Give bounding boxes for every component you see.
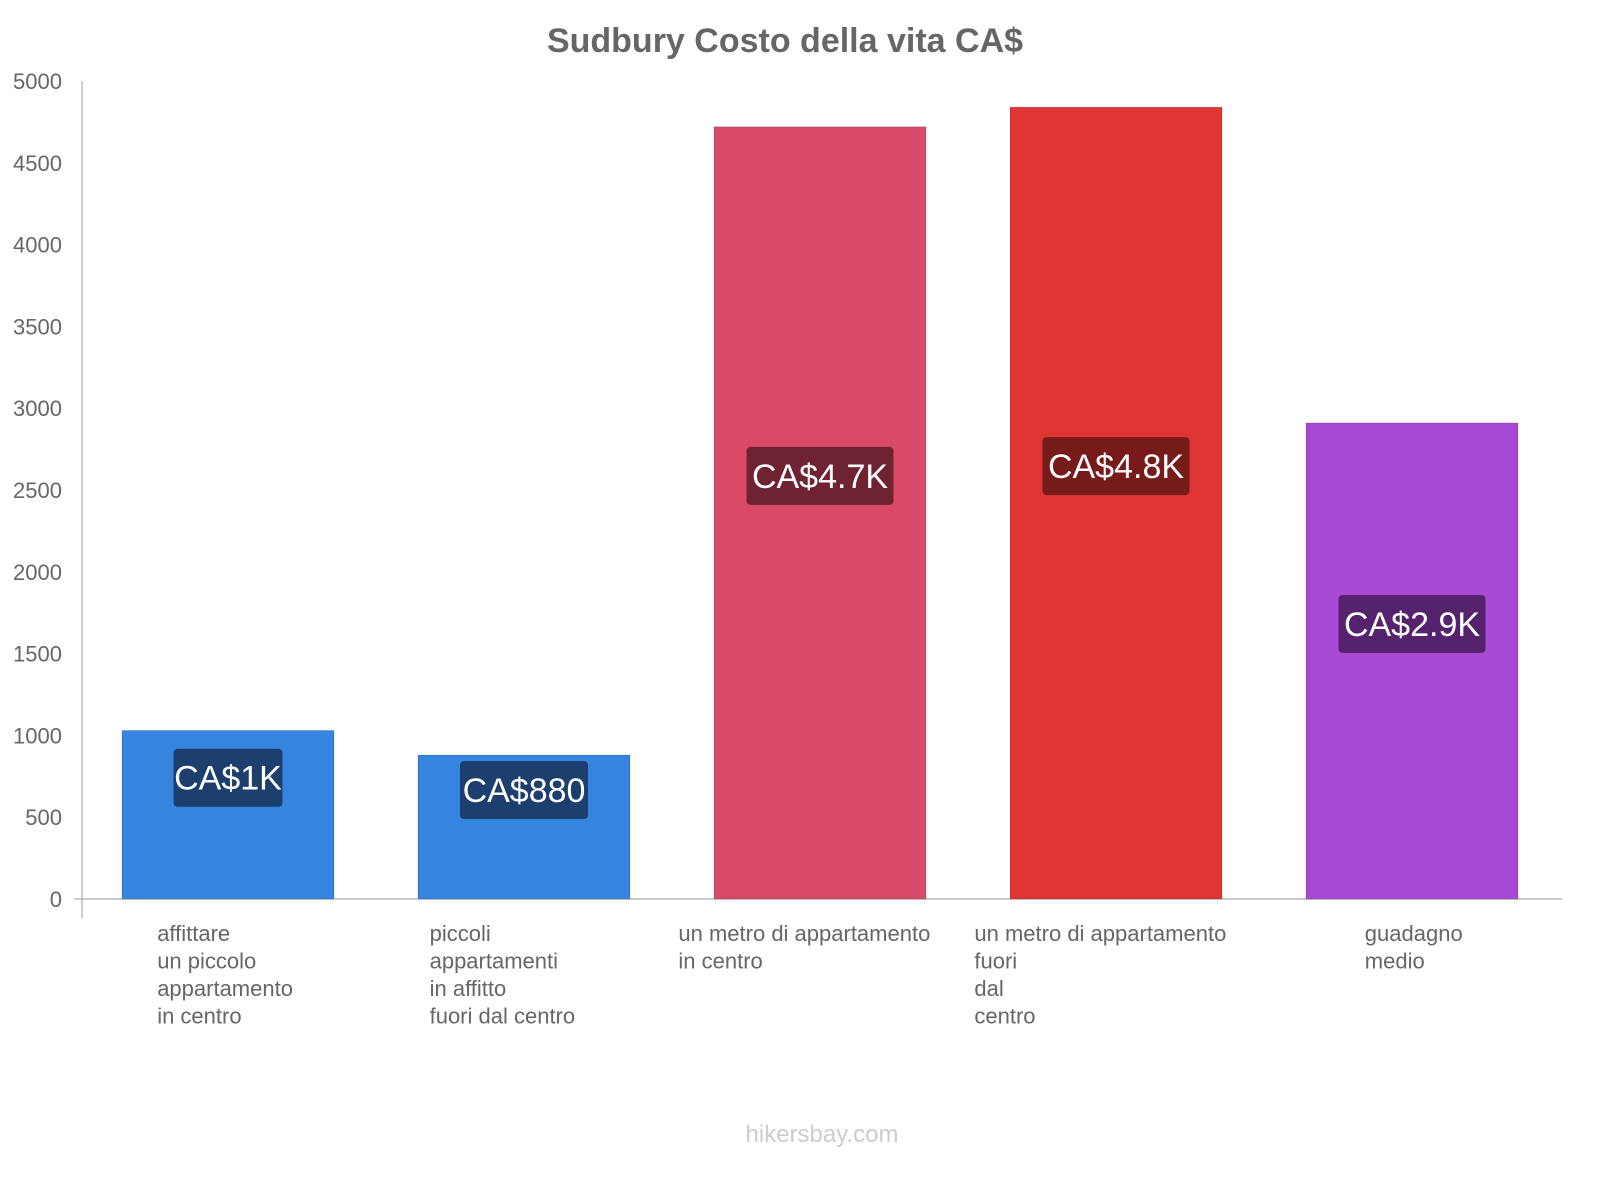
y-tick-label: 5000: [13, 69, 62, 94]
y-tick-label: 3500: [13, 314, 62, 339]
data-label: CA$4.7K: [752, 458, 888, 496]
x-category-label: piccoli appartamenti in affitto fuori dal c…: [430, 921, 576, 1029]
data-label: CA$1K: [174, 760, 282, 798]
y-tick-label: 4500: [13, 151, 62, 176]
data-label-box: [460, 761, 588, 820]
y-tick-label: 2000: [13, 560, 62, 585]
y-tick-label: 1500: [13, 642, 62, 667]
bar: [713, 126, 927, 900]
x-category-label: affittare un piccolo appartamento in centro: [157, 921, 293, 1029]
data-label-box: [746, 446, 894, 505]
y-tick-label: 1000: [13, 723, 62, 748]
data-label: CA$4.8K: [1048, 448, 1184, 486]
x-category-label: guadagno medio: [1365, 921, 1463, 974]
y-tick-label: 4000: [13, 233, 62, 258]
x-category-label: un metro di appartamento in centro: [678, 921, 930, 974]
footer-watermark: hikersbay.com: [746, 1121, 899, 1148]
y-tick-label: 3000: [13, 396, 62, 421]
data-label: CA$2.9K: [1344, 606, 1480, 644]
chart-title: Sudbury Costo della vita CA$: [547, 22, 1023, 60]
x-category-label: un metro di appartamento fuori dal centro: [974, 921, 1226, 1029]
bar: [1009, 106, 1223, 900]
data-label-box: [173, 748, 283, 807]
data-label: CA$880: [463, 772, 586, 810]
y-tick-label: 500: [25, 805, 62, 830]
data-label-box: [1042, 437, 1190, 496]
y-tick-label: 0: [50, 887, 62, 912]
y-tick-label: 2500: [13, 478, 62, 503]
bars: CA$1K CA$880 CA$4.7K CA$4.8K CA$2.9K: [121, 106, 1519, 900]
data-label-box: [1338, 594, 1486, 653]
y-axis: 0 500 1000 1500 2000 2500 3000 3500 4000 4500 5000: [13, 69, 1562, 918]
bar: [1305, 422, 1519, 900]
x-axis-labels: affittare un piccolo appartamento in centro…: [157, 921, 1462, 1029]
